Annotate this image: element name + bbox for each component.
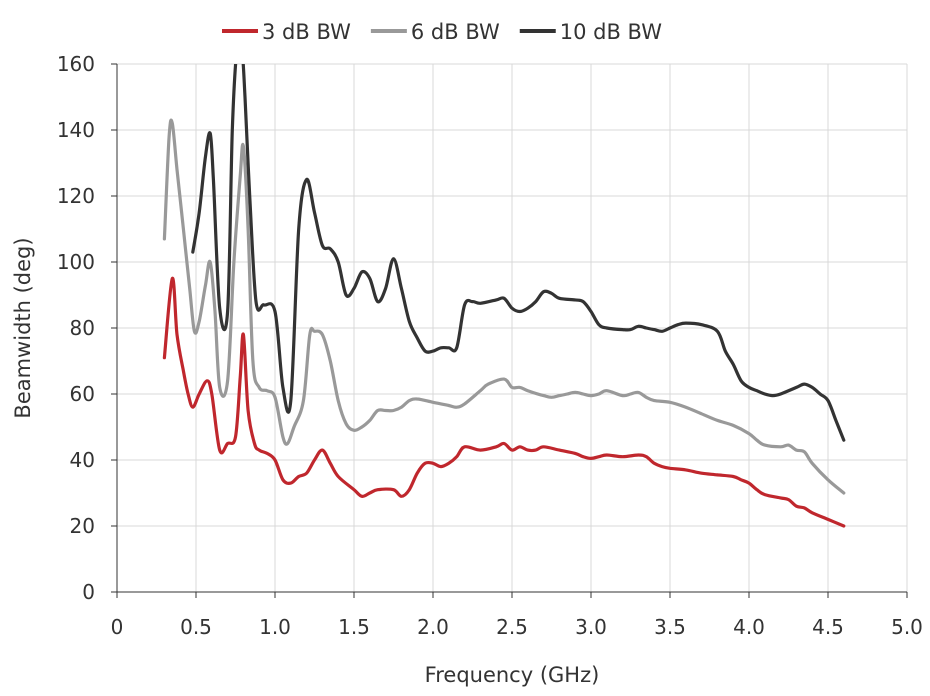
series-line-6-db-bw: [162, 118, 846, 495]
y-tick-label: 120: [57, 184, 95, 208]
y-tick-label: 40: [70, 448, 95, 472]
legend-label-3-db-bw: 3 dB BW: [262, 20, 351, 44]
series-line-3-db-bw: [162, 276, 846, 528]
y-tick-label: 80: [70, 316, 95, 340]
x-tick-label: 0: [111, 615, 124, 639]
y-tick-label: 60: [70, 382, 95, 406]
y-tick-label: 100: [57, 250, 95, 274]
legend: 3 dB BW 6 dB BW 10 dB BW: [222, 20, 662, 44]
series-lines: [162, 64, 846, 528]
x-tick-label: 3.5: [654, 615, 686, 639]
axes: 0 0.5 1.0 1.5 2.0 2.5 3.0 3.5 4.0 4.5 5.0 0 20 40 60 80…: [57, 52, 923, 639]
legend-label-10-db-bw: 10 dB BW: [560, 20, 662, 44]
x-tick-label: 2.5: [496, 615, 528, 639]
y-tick-label: 160: [57, 52, 95, 76]
grid: [117, 63, 908, 592]
y-tick-label: 0: [82, 580, 95, 604]
x-tick-label: 2.0: [417, 615, 449, 639]
y-axis-title: Beamwidth (deg): [11, 237, 35, 418]
x-tick-label: 4.0: [733, 615, 765, 639]
x-tick-label: 1.5: [338, 615, 370, 639]
x-axis-title: Frequency (GHz): [425, 663, 600, 687]
y-tick-label: 140: [57, 118, 95, 142]
y-tick-label: 20: [70, 514, 95, 538]
legend-label-6-db-bw: 6 dB BW: [411, 20, 500, 44]
x-tick-label: 0.5: [180, 615, 212, 639]
x-tick-label: 3.0: [575, 615, 607, 639]
series-line-10-db-bw: [191, 64, 846, 442]
x-tick-label: 4.5: [812, 615, 844, 639]
x-tick-label: 1.0: [259, 615, 291, 639]
x-tick-label: 5.0: [891, 615, 923, 639]
